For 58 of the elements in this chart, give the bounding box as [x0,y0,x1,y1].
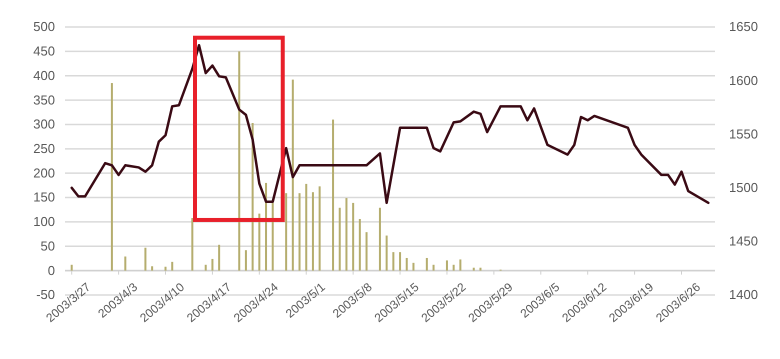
y2-tick-label: 1650 [729,19,758,34]
bar [151,266,154,271]
y-tick-label: 0 [48,262,55,278]
bar [432,264,435,271]
bar [144,248,146,271]
bar [191,218,194,271]
bar [378,208,381,271]
y-tick-label: 150 [33,190,55,205]
bar [459,259,462,271]
bar [124,256,126,271]
y2-tick-label: 1550 [729,126,758,142]
bar [338,208,341,271]
bar [164,266,167,271]
bar [292,80,294,271]
bar [238,51,240,271]
bar [386,236,388,271]
y-tick-label: 250 [33,140,55,156]
bar [352,202,354,271]
y-tick-label: 100 [33,214,55,230]
y-tick-label: 200 [33,165,55,180]
y-tick-label: 300 [33,116,55,132]
bar [426,258,428,271]
bar [204,264,207,271]
line-series [70,44,710,204]
y2-tick-label: 1400 [729,287,758,302]
bar [479,268,482,271]
bar [406,258,408,271]
y-tick-label: 450 [33,44,55,59]
bar [345,198,348,271]
bar [472,268,475,271]
bar [412,262,414,271]
bar [392,252,394,271]
bar [110,83,113,271]
bar [272,202,274,271]
bar [298,193,301,271]
bar [258,214,260,271]
y-tick-label: 350 [33,92,55,108]
bar [399,252,402,271]
y-tick-label: 500 [33,19,55,34]
bar [305,184,308,271]
y-tick-label: 400 [33,68,55,83]
y2-tick-label: 1600 [729,72,758,88]
bar [318,186,321,271]
bar [446,260,448,271]
y2-tick-label: 1450 [729,234,758,249]
bar [366,232,368,271]
bar [244,250,247,271]
bar [332,120,334,271]
bar [211,258,214,271]
y2-tick-label: 1500 [729,180,758,195]
bar [285,193,288,271]
y-tick-label: 50 [40,238,55,254]
bar [358,218,361,271]
bar [171,262,174,271]
bar [70,264,73,271]
bar [312,192,314,271]
bar [452,264,455,271]
bar [218,244,220,271]
